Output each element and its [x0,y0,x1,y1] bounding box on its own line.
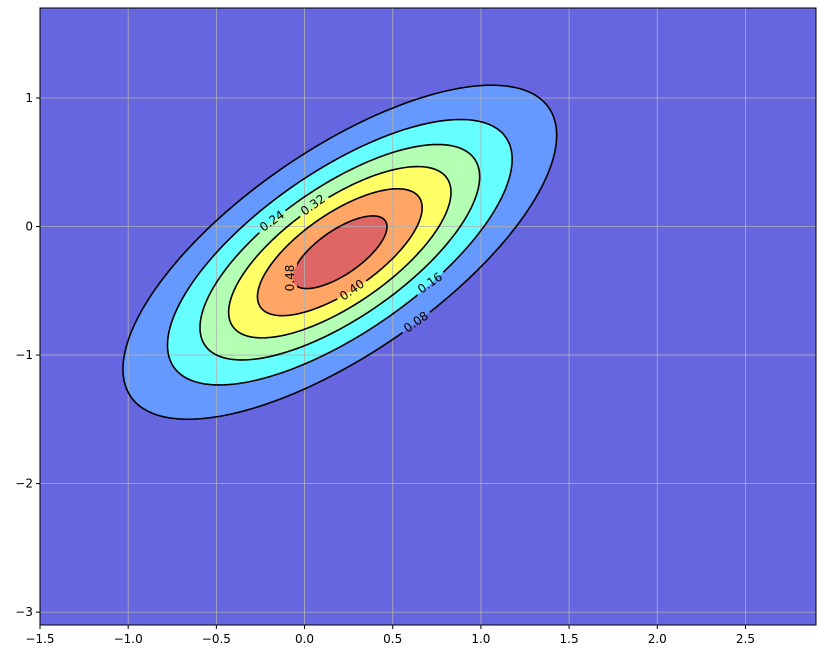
y-tick-label: −3 [15,605,33,619]
contour-line-0.4 [256,187,423,317]
y-tick-label: 1 [25,91,33,105]
y-tick-label: 0 [25,220,33,234]
axes-frame [39,7,817,626]
y-tick-label: −2 [15,477,33,491]
x-tick-label: 2.0 [648,632,667,646]
contour-line-0.24 [199,143,481,361]
contour-lines [122,84,558,421]
x-tick-label: 1.0 [471,632,490,646]
contour-line-0.48 [291,215,388,290]
contour-line-0.08 [122,84,558,421]
x-tick-label: −1.5 [25,632,54,646]
contour-fills [122,85,557,420]
contour-line-0.32 [227,165,452,339]
x-tick-label: −1.0 [114,632,143,646]
y-axis: 1 0 −1 −2 −3 [15,91,40,619]
x-tick-label: 0.0 [295,632,314,646]
contour-label-0.48: 0.48 [283,265,297,292]
x-axis: −1.5 −1.0 −0.5 0.0 0.5 1.0 1.5 2.0 2.5 [25,625,755,646]
y-tick-label: −1 [15,348,33,362]
contour-fill-0.48 [292,215,387,289]
x-tick-label: 2.5 [736,632,755,646]
x-tick-label: 0.5 [383,632,402,646]
plot-area: 0.08 0.16 0.24 0.32 0.40 0.48 [40,8,816,625]
contour-line-0.16 [166,118,513,386]
x-tick-label: −0.5 [202,632,231,646]
grid [40,8,816,625]
x-tick-label: 1.5 [560,632,579,646]
